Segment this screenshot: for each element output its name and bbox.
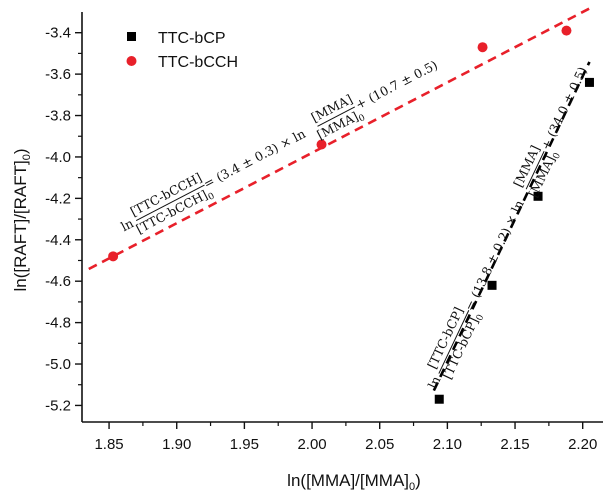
data-point-ttc-bcp [487, 280, 497, 290]
y-tick-label: -4.8 [45, 315, 71, 332]
data-point-ttc-bcch [108, 251, 119, 262]
equation-text: = (13.8 ± 0.2) × ln [462, 198, 527, 314]
equation-text: + (10.7 ± 0.5) [353, 57, 440, 112]
legend-label: TTC-bCP [158, 30, 226, 47]
fraction-bar [135, 184, 205, 222]
equation-text: ln [425, 374, 444, 391]
x-tick-label: 2.10 [433, 436, 462, 453]
data-point-ttc-bcp [434, 394, 444, 404]
x-axis-ticks: 1.85 1.90 1.95 2.00 2.05 2.10 2.15 2.20 [94, 422, 597, 453]
y-tick-label: -4.2 [45, 190, 71, 207]
data-points [108, 25, 594, 404]
x-tick-label: 2.00 [297, 436, 326, 453]
data-point-ttc-bcp [533, 191, 543, 201]
y-tick-label: -3.6 [45, 66, 71, 83]
x-tick-label: 2.15 [500, 436, 529, 453]
legend-marker [126, 56, 137, 66]
y-axis-ticks: -3.4 -3.6 -3.8 -4.0 -4.2 -4.4 -4.6 -4.8 -5.0 -5.2 [45, 25, 82, 414]
data-point-ttc-bcch [316, 139, 327, 150]
legend-marker [127, 32, 136, 41]
x-tick-label: 2.05 [365, 436, 394, 453]
fit-equations: ln[TTC-bCCH][TTC-bCCH]0 = (3.4 ± 0.3) × … [118, 57, 590, 391]
fraction-bar [317, 106, 356, 127]
plot-frame [81, 12, 603, 423]
y-tick-label: -4.6 [45, 273, 71, 290]
fit-lines [88, 7, 591, 392]
data-point-ttc-bcp [584, 77, 594, 87]
x-tick-label: 2.20 [568, 436, 597, 453]
equation-ttc-bcp: ln[TTC-bCP][TTC-bCP]0 = (13.8 ± 0.2) × l… [424, 64, 590, 391]
y-tick-label: -5.2 [45, 397, 71, 414]
x-axis-title: ln([MMA]/[MMA]0) [287, 471, 421, 493]
y-tick-label: -3.8 [45, 108, 71, 125]
x-tick-label: 1.95 [230, 436, 259, 453]
x-tick-label: 1.85 [94, 436, 123, 453]
equation-text: + (34.0 ± 0.5) [538, 64, 590, 152]
legend: TTC-bCP TTC-bCCH [126, 30, 238, 71]
x-tick-label: 1.90 [162, 436, 191, 453]
y-tick-label: -3.4 [45, 25, 71, 42]
data-point-ttc-bcch [477, 42, 488, 53]
fit-line-ttc-bcch [88, 7, 591, 271]
y-tick-label: -4.0 [45, 149, 71, 166]
equation-ttc-bcch: ln[TTC-bCCH][TTC-bCCH]0 = (3.4 ± 0.3) × … [118, 57, 440, 236]
y-axis-title: ln([RAFT]/[RAFT]0) [11, 148, 33, 291]
y-tick-label: -4.4 [45, 232, 71, 249]
y-tick-label: -5.0 [45, 356, 71, 373]
data-point-ttc-bcch [561, 25, 572, 36]
fraction-bar [438, 310, 470, 374]
fraction-bar [525, 150, 545, 190]
fit-line-ttc-bcp [432, 61, 591, 392]
legend-label: TTC-bCCH [158, 54, 238, 71]
